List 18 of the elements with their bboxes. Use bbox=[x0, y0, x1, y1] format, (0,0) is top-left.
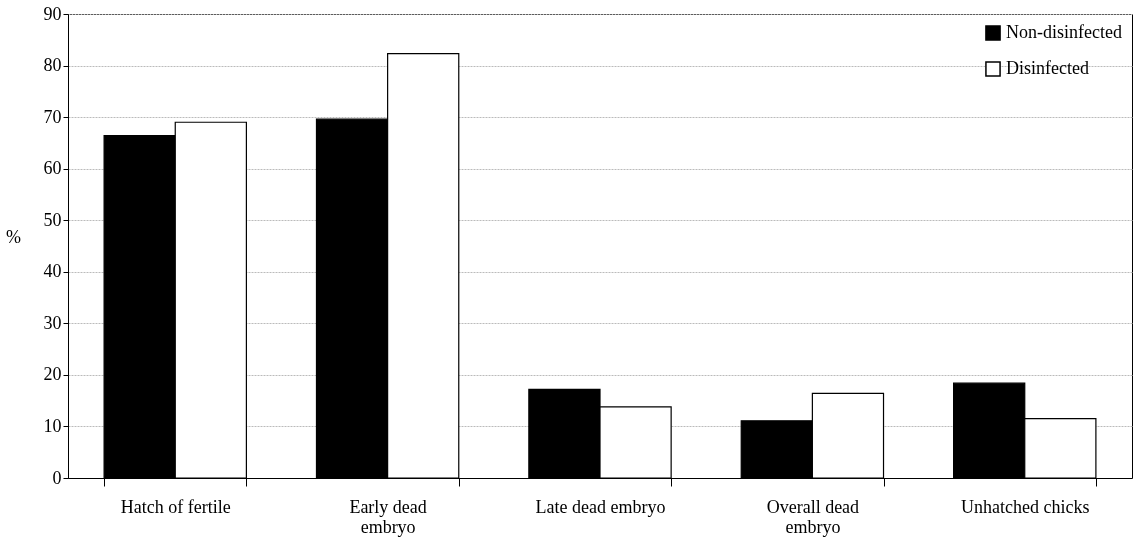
y-tick-label: 70 bbox=[43, 106, 62, 127]
y-tick-label: 20 bbox=[43, 364, 62, 385]
y-tick-label: 80 bbox=[43, 55, 62, 76]
x-tick-label: Hatch of fertile bbox=[120, 496, 231, 517]
y-tick-label: 60 bbox=[43, 158, 62, 179]
x-tick-label: Overall dead embryo bbox=[766, 496, 860, 537]
y-tick-label: 0 bbox=[52, 467, 62, 488]
y-tick-label: 90 bbox=[43, 3, 62, 24]
legend-label: Disinfected bbox=[1006, 58, 1089, 78]
y-axis-title: % bbox=[6, 226, 21, 247]
x-tick-label: Late dead embryo bbox=[535, 496, 666, 517]
y-tick-label: 10 bbox=[43, 415, 62, 436]
y-tick-label: 30 bbox=[43, 312, 62, 333]
legend-label: Non-disinfected bbox=[1006, 22, 1122, 42]
y-tick-label: 50 bbox=[43, 209, 62, 230]
x-tick-label: Early dead embryo bbox=[349, 496, 427, 537]
y-tick-label: 40 bbox=[43, 261, 62, 282]
x-tick-label: Unhatched chicks bbox=[961, 496, 1090, 517]
